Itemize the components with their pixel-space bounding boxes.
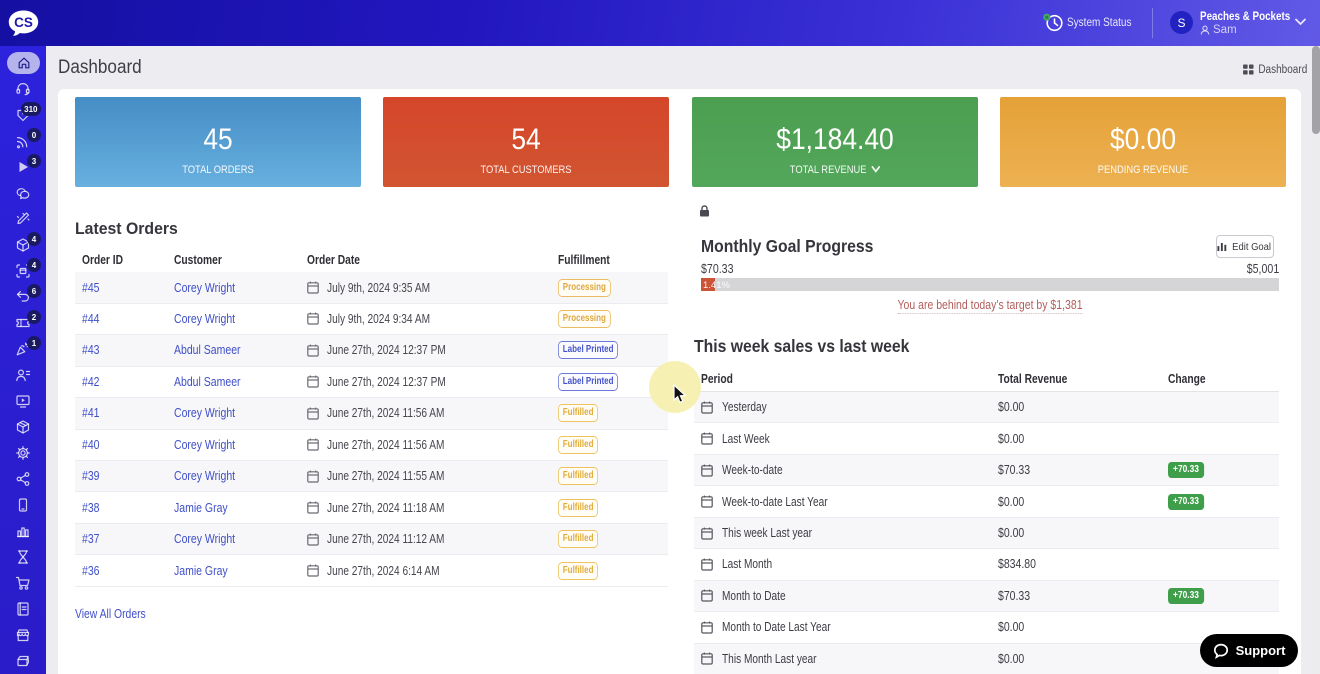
svg-text:CS: CS: [14, 15, 33, 30]
